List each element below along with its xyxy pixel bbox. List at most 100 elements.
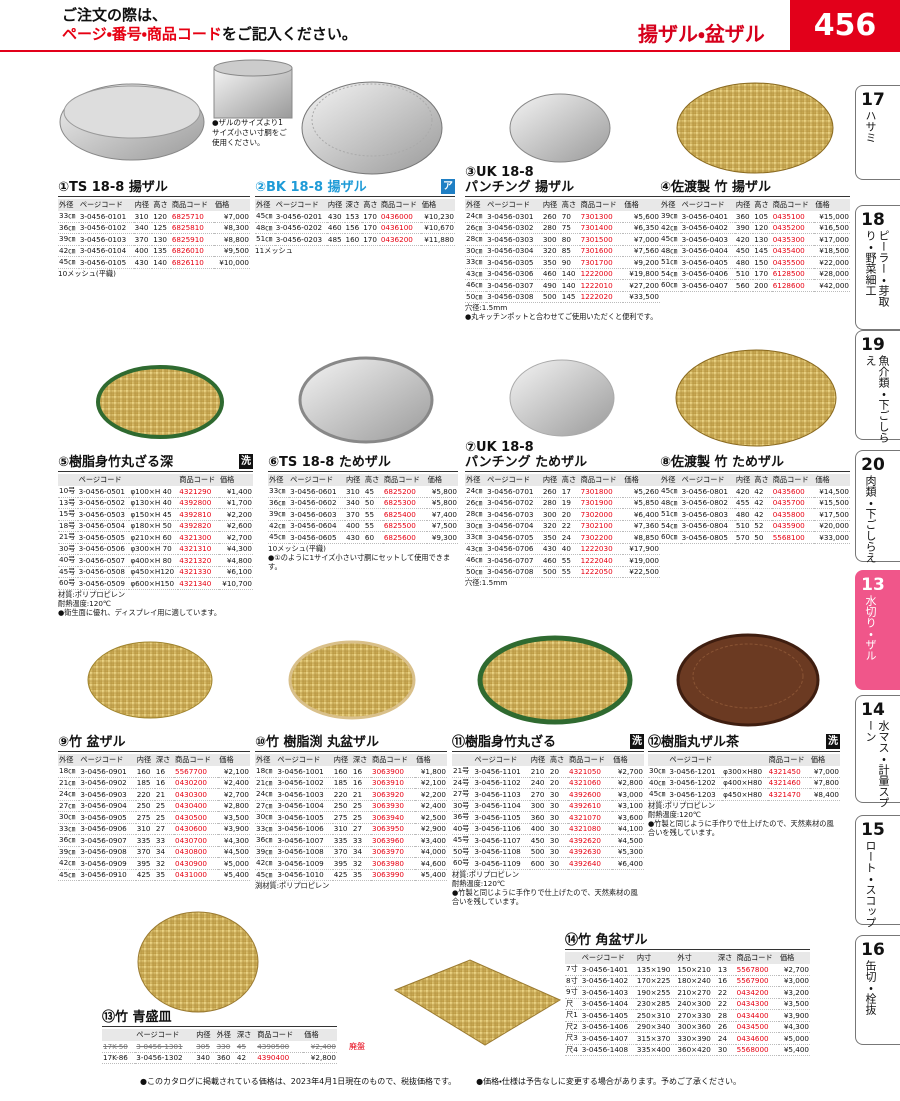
column-header: 価格 bbox=[623, 474, 660, 486]
cell: 105 bbox=[753, 211, 772, 223]
data-row: 45㎝ 3-0456-0403 420 130 0435300 ¥17,000 bbox=[660, 233, 850, 246]
image-10 bbox=[288, 640, 416, 720]
cell: 48㎝ bbox=[660, 245, 681, 257]
cell: φ300×H80 bbox=[722, 766, 768, 778]
header-row: 外径 ページコード 内径 高さ 商品コード 価格 bbox=[268, 474, 458, 486]
cell: 320 bbox=[541, 245, 561, 257]
data-row: 45㎝ 3-0456-0910 425 35 0431000 ¥5,400 bbox=[58, 869, 250, 881]
cell: 3-0456-1108 bbox=[473, 846, 530, 858]
cell: 250×310 bbox=[635, 1009, 677, 1022]
cell: 24 bbox=[560, 531, 580, 544]
cell: 0430500 bbox=[174, 811, 219, 824]
cell: 75 bbox=[560, 222, 580, 234]
cell: 33 bbox=[154, 834, 174, 847]
cell: 42㎝ bbox=[58, 857, 80, 870]
cell: 30㎝ bbox=[255, 811, 277, 824]
column-header: 内径 bbox=[734, 474, 754, 486]
column-header: ページコード bbox=[486, 474, 542, 486]
cell: 4321320 bbox=[178, 554, 219, 567]
cell: 4392630 bbox=[568, 846, 613, 858]
cell: 36号 bbox=[452, 811, 474, 824]
spec-table: ページコード 商品コード 価格 30㎝ 3-0456-1201 φ300×H80 43214… bbox=[648, 754, 840, 801]
cell: 24㎝ bbox=[465, 211, 487, 223]
column-header: ページコード bbox=[486, 199, 542, 211]
spec-table: 外径 ページコード 内径 高さ 商品コード 価格 24㎝ 3-0456-0701 260 17 73… bbox=[465, 474, 660, 578]
column-header: 深さ bbox=[716, 952, 736, 964]
cell: 3-0456-0904 bbox=[79, 800, 136, 812]
data-row: 30号 3-0456-0506 φ300×H 70 4321310 ¥4,300 bbox=[58, 543, 253, 555]
cell: 24㎝ bbox=[255, 788, 277, 801]
cell: 130 bbox=[152, 233, 171, 246]
cell: 50㎝ bbox=[465, 566, 487, 578]
cell: ¥5,000 bbox=[778, 1032, 810, 1045]
cell: φ180×H 50 bbox=[129, 520, 179, 532]
product-block: ⑥TS 18-8 ためザル 外径 ページコード 内径 高さ 商品コード 価格 33㎝ 3-045… bbox=[268, 455, 458, 571]
cell: ¥3,400 bbox=[415, 834, 447, 847]
badge: ア bbox=[441, 179, 455, 194]
cell: 3-0456-1408 bbox=[580, 1044, 636, 1056]
cell: 51㎝ bbox=[660, 508, 681, 521]
data-row: 45号 3-0456-1107 450 30 4392620 ¥4,500 bbox=[452, 834, 644, 847]
column-header: 商品コード bbox=[170, 199, 214, 211]
cell: 21㎝ bbox=[255, 777, 277, 789]
column-header: ページコード bbox=[79, 754, 136, 766]
cell: ¥5,260 bbox=[623, 486, 660, 498]
cell: 220 bbox=[332, 788, 352, 801]
cell: ¥2,500 bbox=[415, 811, 447, 824]
data-row: 51㎝ 3-0456-0803 480 42 0435800 ¥17,500 bbox=[660, 508, 850, 521]
cell: 6128600 bbox=[771, 279, 815, 292]
cell: 28㎝ bbox=[465, 233, 487, 246]
column-header bbox=[129, 474, 179, 486]
image-5 bbox=[96, 365, 224, 439]
cell: 3-0456-0909 bbox=[79, 857, 136, 870]
data-row: 33㎝ 3-0456-0305 350 90 7301700 ¥9,200 bbox=[465, 256, 660, 269]
cell: ¥5,800 bbox=[426, 486, 458, 498]
cell: 500 bbox=[541, 291, 561, 303]
cell: ¥4,100 bbox=[612, 823, 644, 835]
cell: 3-0456-0407 bbox=[680, 279, 735, 292]
cell: ¥9,200 bbox=[623, 256, 660, 269]
cell: ¥33,000 bbox=[814, 531, 850, 544]
cell: 60㎝ bbox=[660, 279, 681, 292]
cell: ¥3,100 bbox=[612, 800, 644, 812]
product-block: ⑪樹脂身竹丸ざる洗ページコード 内径 高さ 商品コード 価格 21号 3-0456-1101… bbox=[452, 734, 644, 906]
cell: ¥5,300 bbox=[612, 846, 644, 858]
cell: 3-0456-1002 bbox=[276, 777, 333, 789]
column-header: 価格 bbox=[420, 199, 455, 211]
cell: 1222000 bbox=[579, 268, 624, 280]
cell: 3-0456-0406 bbox=[680, 268, 735, 280]
cell: ¥6,400 bbox=[612, 857, 644, 870]
cell: 3-0456-1105 bbox=[473, 811, 530, 824]
cell: 55 bbox=[560, 554, 580, 567]
cell: 3-0456-0508 bbox=[77, 566, 130, 578]
side-tab: 15 ロート・スコップ bbox=[855, 815, 900, 928]
cell: ¥10,700 bbox=[218, 577, 253, 590]
cell: ¥2,200 bbox=[415, 788, 447, 801]
cell: 6825200 bbox=[382, 486, 427, 498]
cell: 28 bbox=[716, 1009, 736, 1022]
cell: ¥42,000 bbox=[814, 279, 850, 292]
column-header: ページコード bbox=[473, 754, 530, 766]
data-row: 24㎝ 3-0456-0701 260 17 7301800 ¥5,260 bbox=[465, 486, 660, 498]
cell: 3063970 bbox=[371, 846, 416, 858]
tab-label: 肉類・下ごしらえ bbox=[864, 475, 877, 563]
data-row: 39㎝ 3-0456-0908 370 34 0430800 ¥4,500 bbox=[58, 846, 250, 858]
cell: 430 bbox=[344, 531, 364, 544]
cell: 30㎝ bbox=[648, 766, 669, 778]
cell: 16 bbox=[351, 766, 371, 778]
cell: 3-0456-1102 bbox=[473, 777, 530, 789]
cell: 40 bbox=[560, 543, 580, 555]
note: 10メッシュ(平織) bbox=[58, 268, 116, 278]
data-row: 42㎝ 3-0456-0909 395 32 0430900 ¥5,000 bbox=[58, 857, 250, 870]
data-row: 18号 3-0456-0504 φ180×H 50 4392820 ¥2,600 bbox=[58, 520, 253, 532]
cell: 24㎝ bbox=[465, 486, 487, 498]
cell: 4392820 bbox=[178, 520, 219, 532]
data-row: 45㎝ 3-0456-0201 430 153 170 0436000 ¥10,230 bbox=[255, 211, 455, 223]
column-header: ページコード bbox=[274, 199, 327, 211]
cell: 24 bbox=[716, 1032, 736, 1045]
cell: ¥10,230 bbox=[420, 211, 455, 223]
cell: 420 bbox=[734, 233, 754, 246]
image-8 bbox=[675, 349, 837, 447]
header-row: ページコード 商品コード 価格 bbox=[58, 474, 253, 486]
cell: ¥7,360 bbox=[623, 520, 660, 532]
